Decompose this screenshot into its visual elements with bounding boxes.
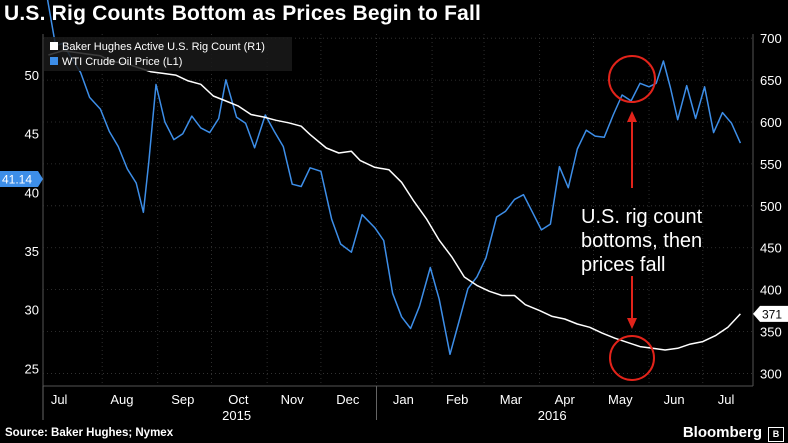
right-tick-label: 350 — [760, 325, 782, 340]
annotation-arrowhead-up — [627, 111, 637, 122]
right-tick-label: 700 — [760, 31, 782, 46]
right-tick-label: 400 — [760, 283, 782, 298]
x-tick-label: Oct — [228, 392, 249, 407]
x-tick-label: Feb — [446, 392, 468, 407]
left-tick-label: 30 — [25, 303, 39, 318]
annotation-text-line: U.S. rig count — [581, 206, 703, 228]
right-tick-label: 650 — [760, 73, 782, 88]
last-value-tag-wti — [0, 171, 43, 188]
series-lines — [46, 0, 742, 356]
right-tick-label: 300 — [760, 366, 782, 381]
left-tick-label: 40 — [25, 185, 39, 200]
left-tick-label: 25 — [25, 361, 39, 376]
right-tick-label: 600 — [760, 115, 782, 130]
right-tick-label: 550 — [760, 157, 782, 172]
x-tick-label: Aug — [110, 392, 133, 407]
series-line-rig-count — [48, 50, 741, 351]
chart-title: U.S. Rig Counts Bottom as Prices Begin t… — [4, 2, 482, 25]
source-note: Source: Baker Hughes; Nymex — [5, 427, 174, 439]
legend-background — [44, 37, 292, 71]
annotation-circle-rig-bottom — [609, 335, 655, 381]
right-tick-label: 500 — [760, 199, 782, 214]
annotation-text-line: prices fall — [581, 254, 665, 276]
left-tick-label: 35 — [25, 244, 39, 259]
brand-logo: Bloomberg — [682, 424, 762, 441]
annotation-circle-oil-peak — [608, 55, 656, 103]
last-value-tag-rig — [753, 305, 788, 322]
x-tick-label: Jul — [718, 392, 735, 407]
x-tick-label: May — [608, 392, 633, 407]
legend-swatch-wti — [50, 57, 58, 65]
last-value-label-wti: 41.14 — [2, 173, 32, 187]
year-label: 2016 — [538, 408, 567, 423]
legend-swatch-rig-count — [50, 42, 58, 50]
x-tick-label: Mar — [500, 392, 523, 407]
last-value-label-rig: 371 — [762, 307, 782, 321]
year-label: 2015 — [222, 408, 251, 423]
x-tick-label: Jul — [51, 392, 68, 407]
brand-mark-icon: B — [768, 427, 784, 442]
legend-label-wti: WTI Crude Oil Price (L1) — [62, 56, 182, 68]
left-tick-label: 45 — [25, 127, 39, 142]
left-axis: 25 30 35 40 45 50 — [25, 68, 39, 376]
x-tick-label: Dec — [336, 392, 360, 407]
x-tick-label: Jun — [664, 392, 685, 407]
right-axis: 300 350 400 450 500 550 600 650 700 — [760, 31, 782, 381]
right-tick-label: 450 — [760, 241, 782, 256]
chart-svg: 25 30 35 40 45 50 300 350 400 450 500 550 600 650 700… — [0, 0, 788, 423]
value-tags: 41.14 371 — [0, 171, 788, 322]
left-tick-label: 50 — [25, 68, 39, 83]
footer: Source: Baker Hughes; Nymex Bloomberg B — [0, 424, 788, 443]
x-tick-label: Sep — [171, 392, 194, 407]
legend-label-rig-count: Baker Hughes Active U.S. Rig Count (R1) — [62, 41, 265, 53]
x-tick-label: Jan — [393, 392, 414, 407]
annotation-text-line: bottoms, then — [581, 230, 702, 252]
x-tick-label: Apr — [555, 392, 576, 407]
series-line-wti-crude-oil-price — [46, 0, 742, 356]
x-axis: Jul Aug Sep Oct Nov Dec Jan Feb Mar Apr May Jun Jul 2… — [42, 386, 735, 423]
gridlines — [42, 34, 754, 387]
annotation-arrowhead-down — [627, 318, 637, 329]
x-tick-label: Nov — [281, 392, 305, 407]
legend: Baker Hughes Active U.S. Rig Count (R1) W… — [44, 37, 292, 71]
